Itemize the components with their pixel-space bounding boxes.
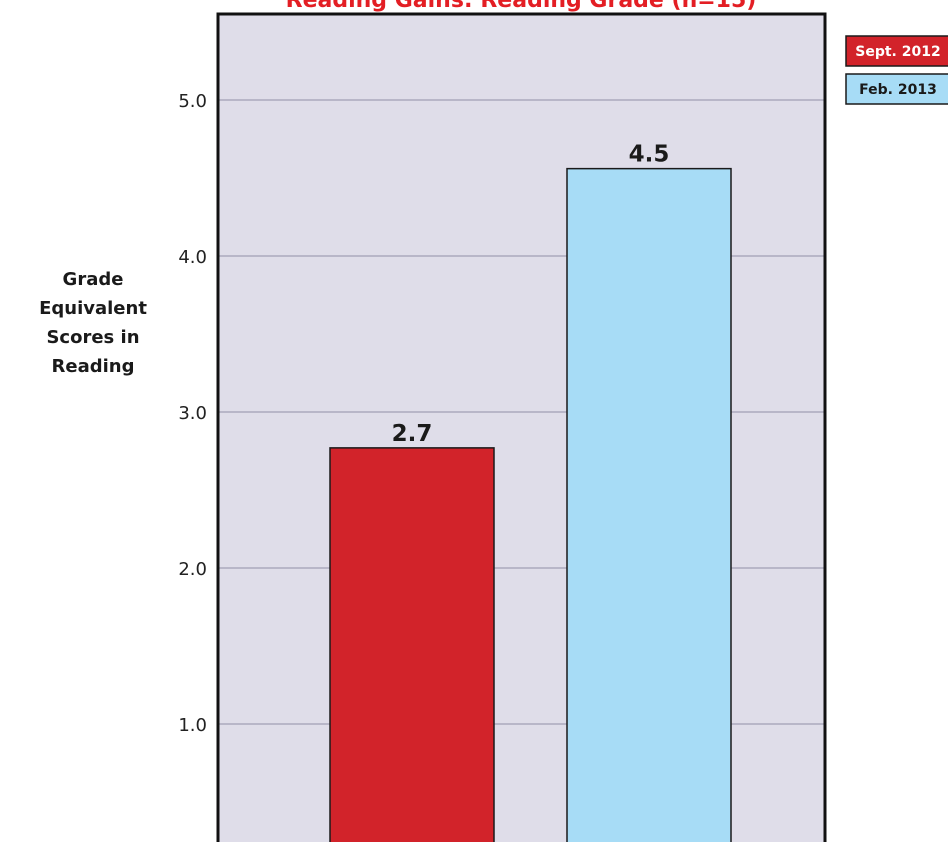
y-tick-label: 1.0	[178, 715, 207, 736]
value-labels: 2.7 4.5	[392, 142, 670, 447]
y-axis-label-line: Scores in	[46, 327, 139, 348]
legend: Sept. 2012 Feb. 2013	[845, 35, 948, 105]
y-axis-label-line: Equivalent	[39, 298, 147, 319]
bar	[566, 167, 732, 842]
y-tick-label: 2.0	[178, 559, 207, 580]
y-axis-label: Grade Equivalent Scores in Reading	[39, 269, 147, 377]
chart-title: Reading Gains: Reading Grade (n=15)	[286, 0, 757, 13]
bars	[329, 167, 732, 842]
value-label: 2.7	[392, 421, 433, 447]
y-axis-label-line: Reading	[52, 356, 135, 377]
bar	[329, 447, 495, 842]
legend-swatch	[845, 35, 948, 67]
plot-frame	[216, 12, 827, 842]
y-axis-ticks: 1.0 2.0 3.0 4.0 5.0	[178, 91, 207, 736]
y-axis-label-line: Grade	[63, 269, 124, 290]
legend-label: Feb. 2013	[859, 82, 937, 98]
y-tick-label: 4.0	[178, 247, 207, 268]
y-tick-label: 3.0	[178, 403, 207, 424]
legend-swatch	[845, 73, 948, 105]
legend-label: Sept. 2012	[855, 44, 940, 60]
value-label: 4.5	[629, 142, 670, 168]
plot-area	[218, 14, 825, 842]
y-tick-label: 5.0	[178, 91, 207, 112]
